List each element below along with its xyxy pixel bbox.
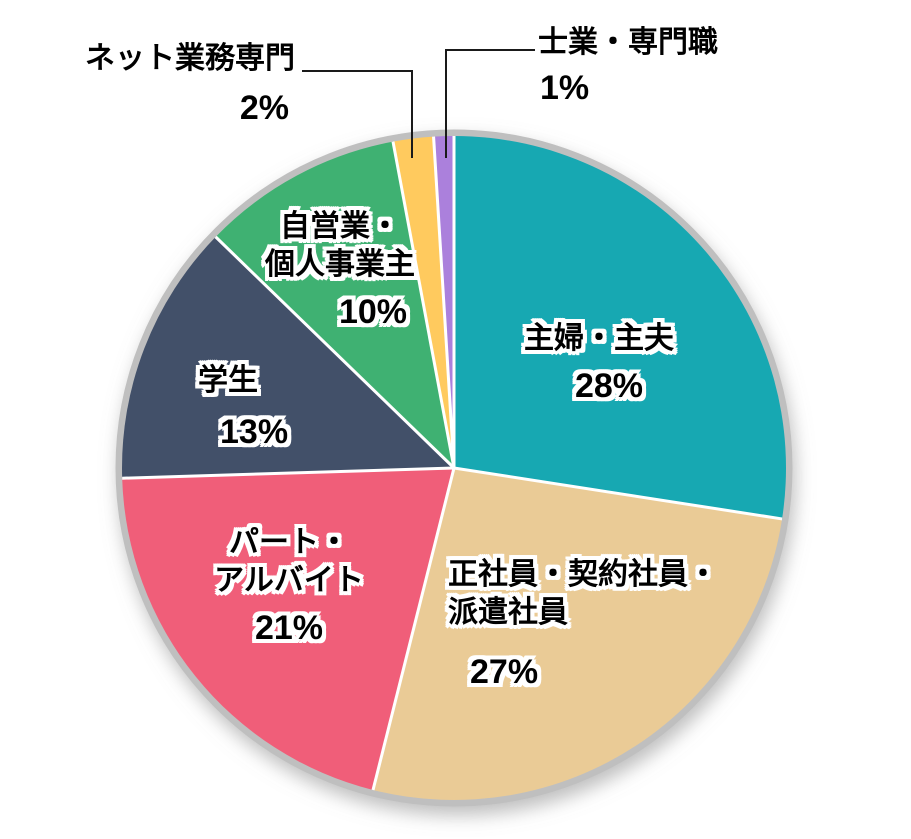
slice-label-text: 主婦・主夫	[524, 322, 674, 355]
slice-percent: 10%	[338, 293, 408, 331]
slice-label-text: 自営業・	[280, 210, 400, 243]
pie-slice-1	[373, 468, 783, 800]
leader-lines	[302, 49, 535, 158]
slice-label-professional: 士業・専門職 1%	[538, 24, 718, 108]
slice-percent: 2%	[239, 89, 289, 127]
slice-label-text: パート・	[228, 526, 349, 559]
slice-label-fulltime: 正社員・契約社員・ 派遣社員 27%	[448, 556, 718, 692]
slice-percent: 27%	[470, 653, 539, 691]
pie-slice-4	[215, 141, 454, 468]
slice-label-net-business: ネット業務専門 2%	[75, 40, 295, 128]
pie-slice-gaps	[122, 136, 783, 791]
slice-percent: 13%	[220, 413, 289, 451]
slice-gap-line	[122, 466, 455, 480]
leader-line-professional	[445, 49, 535, 158]
slice-label-text: 派遣社員	[448, 596, 568, 629]
pie-slice-3	[122, 236, 454, 479]
slice-label-housewife: 主婦・主夫 28%	[524, 320, 674, 406]
slice-percent: 1%	[540, 69, 590, 107]
slice-label-parttime: パート・ アルバイト 21%	[214, 524, 364, 648]
slice-gap-line	[453, 466, 783, 521]
slice-label-text: 個人事業主	[265, 248, 415, 281]
slice-label-text: ネット業務専門	[85, 42, 295, 75]
slice-gap-line	[432, 136, 456, 469]
slice-label-student: 学生 13%	[198, 362, 288, 452]
pie-slice-0	[454, 136, 786, 519]
slice-gap-line	[214, 235, 456, 470]
slice-percent: 21%	[254, 609, 324, 647]
slice-gap-line	[371, 467, 456, 791]
slice-gap-line	[391, 141, 456, 469]
slice-label-text: 学生	[198, 364, 258, 397]
slice-percent: 28%	[574, 367, 644, 405]
slice-label-text: 士業・専門職	[538, 26, 718, 59]
leader-line-net-business	[302, 70, 413, 158]
pie-slice-2	[122, 468, 454, 790]
slice-label-text: アルバイト	[214, 564, 364, 597]
slice-label-text: 正社員・契約社員・	[448, 558, 718, 591]
slice-label-self-employed: 自営業・ 個人事業主 10%	[265, 208, 415, 332]
